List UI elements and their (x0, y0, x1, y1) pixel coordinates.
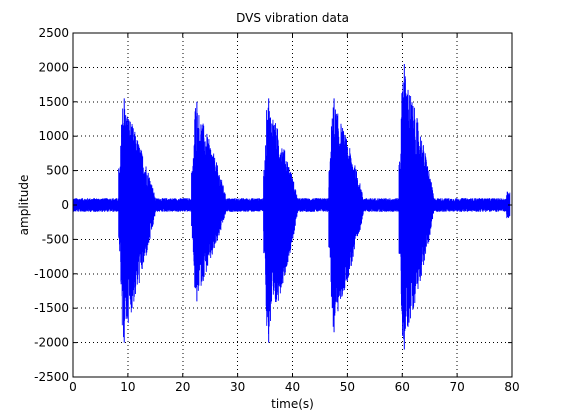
x-tick-label: 10 (120, 380, 135, 394)
y-tick-label: -2000 (34, 336, 69, 350)
y-tick-label: -2500 (34, 370, 69, 384)
y-tick-label: 1000 (38, 129, 69, 143)
x-tick-label: 70 (449, 380, 464, 394)
x-axis-label: time(s) (271, 397, 314, 411)
y-tick-label: -1500 (34, 301, 69, 315)
x-tick-label: 50 (340, 380, 355, 394)
y-axis-label: amplitude (17, 175, 31, 236)
y-tick-label: 500 (46, 164, 69, 178)
axis-ticks: 0 10 20 30 40 50 60 70 80 2500 2000 1500 1000 500 0 -50… (34, 26, 520, 394)
chart-title: DVS vibration data (236, 11, 349, 25)
y-tick-label: -500 (42, 232, 69, 246)
y-tick-label: -1000 (34, 267, 69, 281)
x-tick-label: 0 (69, 380, 77, 394)
y-tick-label: 0 (61, 198, 69, 212)
x-tick-label: 80 (504, 380, 519, 394)
x-tick-label: 20 (175, 380, 190, 394)
y-tick-label: 2500 (38, 26, 69, 40)
y-tick-label: 2000 (38, 60, 69, 74)
x-tick-label: 60 (395, 380, 410, 394)
y-tick-label: 1500 (38, 95, 69, 109)
x-tick-label: 30 (230, 380, 245, 394)
x-tick-label: 40 (285, 380, 300, 394)
